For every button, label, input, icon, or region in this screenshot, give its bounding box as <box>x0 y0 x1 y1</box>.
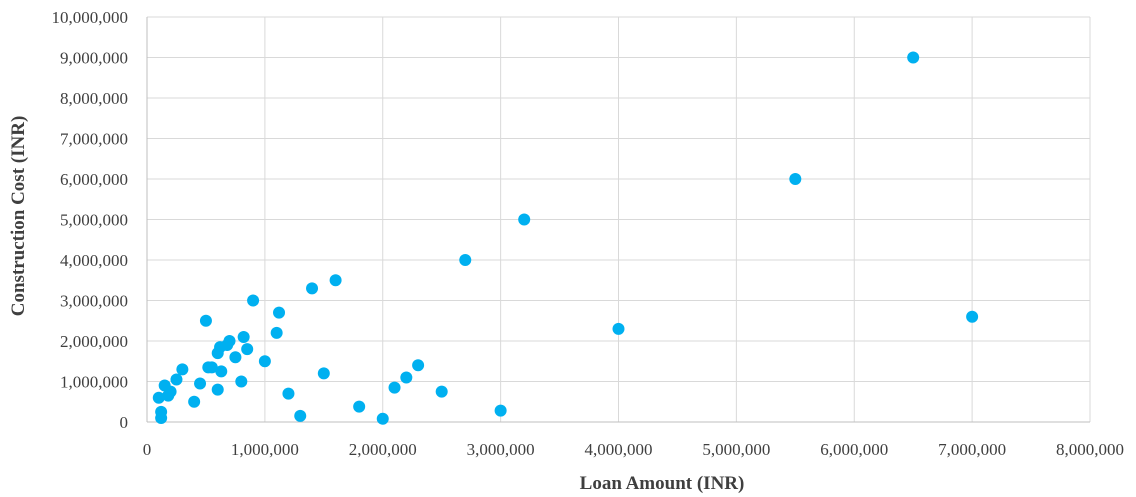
y-axis-title: Construction Cost (INR) <box>8 116 29 317</box>
scatter-point <box>966 310 979 323</box>
x-axis-title: Loan Amount (INR) <box>580 473 745 494</box>
y-tick-label: 9,000,000 <box>60 49 128 68</box>
x-tick-label: 1,000,000 <box>231 440 299 459</box>
scatter-point <box>435 385 448 398</box>
scatter-point <box>229 351 242 364</box>
scatter-point <box>518 213 531 226</box>
scatter-point <box>164 385 177 398</box>
scatter-point <box>412 359 425 372</box>
y-tick-label: 6,000,000 <box>60 170 128 189</box>
y-tick-label: 1,000,000 <box>60 373 128 392</box>
scatter-point <box>237 330 250 343</box>
scatter-point <box>376 412 389 425</box>
scatter-point <box>152 391 165 404</box>
y-tick-label: 4,000,000 <box>60 251 128 270</box>
scatter-point <box>459 254 472 266</box>
y-tick-label: 2,000,000 <box>60 332 128 351</box>
y-tick-label: 8,000,000 <box>60 89 128 108</box>
scatter-point <box>247 294 260 307</box>
scatter-point <box>176 363 189 376</box>
scatter-point <box>155 411 168 424</box>
x-tick-label: 4,000,000 <box>585 440 653 459</box>
scatter-point <box>353 400 366 413</box>
y-tick-label: 7,000,000 <box>60 130 128 149</box>
x-tick-label: 2,000,000 <box>349 440 417 459</box>
y-tick-label: 10,000,000 <box>52 8 129 27</box>
scatter-point <box>258 355 271 368</box>
x-tick-label: 5,000,000 <box>702 440 770 459</box>
scatter-point <box>211 383 224 396</box>
gridlines <box>147 16 1091 422</box>
scatter-point <box>199 314 212 327</box>
x-tick-label: 3,000,000 <box>467 440 535 459</box>
scatter-point <box>273 306 286 319</box>
x-tick-label: 7,000,000 <box>938 440 1006 459</box>
data-points <box>152 51 979 425</box>
scatter-point <box>612 322 625 335</box>
scatter-point <box>494 404 507 417</box>
scatter-point <box>188 395 201 408</box>
scatter-point <box>270 326 283 339</box>
scatter-point <box>215 365 228 378</box>
tick-labels: 0 1,000,000 2,000,000 3,000,000 4,000,000 5,0… <box>52 8 1125 459</box>
axes <box>146 17 1090 423</box>
scatter-point <box>329 274 342 287</box>
scatter-point <box>294 409 307 422</box>
x-tick-label: 0 <box>143 440 152 459</box>
scatter-point <box>400 371 413 384</box>
scatter-point <box>789 173 802 185</box>
scatter-point <box>205 361 218 374</box>
scatter-point <box>282 387 295 400</box>
scatter-point <box>235 375 248 388</box>
scatter-point <box>223 335 236 347</box>
x-tick-label: 8,000,000 <box>1056 440 1124 459</box>
x-tick-label: 6,000,000 <box>820 440 888 459</box>
scatter-point <box>194 377 207 390</box>
y-tick-label: 0 <box>120 413 129 432</box>
y-tick-label: 5,000,000 <box>60 211 128 230</box>
scatter-point <box>170 373 183 386</box>
scatter-point <box>388 381 401 394</box>
scatter-point <box>317 367 330 380</box>
scatter-point <box>306 282 319 295</box>
scatter-point <box>907 51 920 64</box>
scatter-point <box>241 343 254 356</box>
y-tick-label: 3,000,000 <box>60 292 128 311</box>
